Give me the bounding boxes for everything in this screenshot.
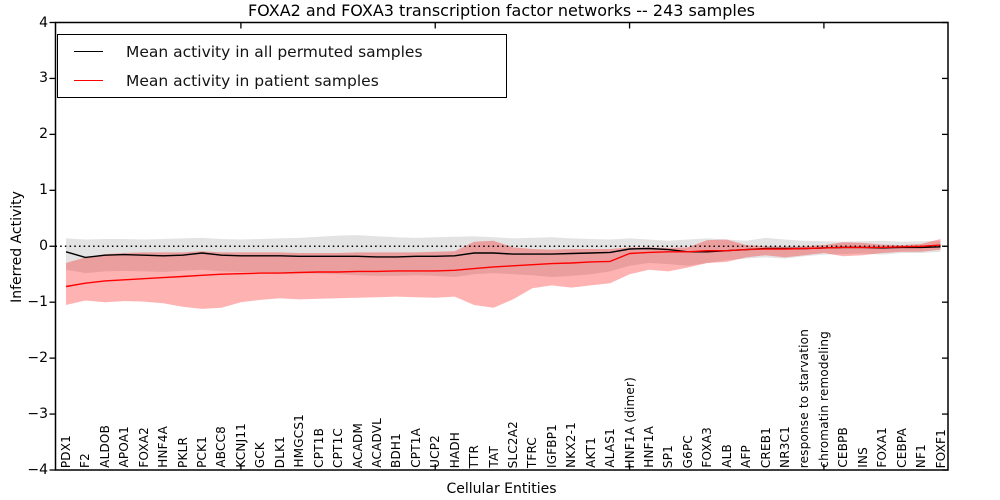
- x-category-label: APOA1: [117, 426, 131, 468]
- x-category-label: CPT1B: [312, 428, 326, 468]
- y-tick-label: 0: [39, 238, 48, 254]
- legend-line-patient-swatch: [74, 80, 103, 81]
- x-category-label: TTR: [467, 444, 481, 468]
- x-category-label: UCP2: [428, 435, 442, 468]
- legend-label-patient: Mean activity in patient samples: [126, 71, 379, 90]
- x-category-label: chromatin remodeling: [817, 331, 831, 468]
- x-category-label: IGFBP1: [545, 423, 559, 468]
- legend-item-permuted: Mean activity in all permuted samples: [58, 42, 506, 62]
- x-category-label: PKLR: [176, 437, 190, 468]
- x-category-label: NR3C1: [778, 426, 792, 468]
- x-category-label: ACADM: [351, 422, 365, 468]
- chart-title: FOXA2 and FOXA3 transcription factor net…: [247, 1, 756, 20]
- x-category-label: HNF1A (dimer): [623, 376, 637, 468]
- y-tick-label: 1: [39, 182, 48, 198]
- x-category-label: PDX1: [59, 434, 73, 468]
- x-category-label: SLC2A2: [506, 420, 520, 468]
- y-tick-label: −2: [27, 350, 48, 366]
- x-category-label: ALAS1: [603, 428, 617, 468]
- x-category-label: HADH: [448, 431, 462, 468]
- x-category-label: KCNJ11: [234, 423, 248, 468]
- legend-line-permuted-swatch: [74, 51, 103, 52]
- x-category-label: HNF4A: [156, 426, 170, 468]
- y-tick-label: 4: [39, 15, 48, 31]
- x-category-label: AFP: [739, 445, 753, 468]
- y-tick-label: −3: [27, 406, 48, 422]
- x-category-label: CPT1C: [331, 428, 345, 468]
- x-category-label: CEBPA: [895, 428, 909, 468]
- x-category-label: BDH1: [389, 433, 403, 468]
- x-category-label: CREB1: [759, 426, 773, 468]
- line-patient: [65, 244, 941, 288]
- x-category-label: GCK: [253, 441, 267, 468]
- y-tick-label: 3: [39, 70, 48, 86]
- x-category-label: INS: [856, 447, 870, 468]
- y-tick-label: −1: [27, 294, 48, 310]
- legend: Mean activity in all permuted samples Me…: [57, 34, 507, 98]
- x-category-label: ALB: [720, 444, 734, 468]
- x-category-label: CEBPB: [836, 427, 850, 468]
- x-category-label: FOXA1: [875, 427, 889, 468]
- x-category-label: ABCC8: [214, 426, 228, 468]
- x-category-label: HNF1A: [642, 426, 656, 468]
- x-category-label: G6PC: [681, 434, 695, 468]
- x-category-label: NF1: [914, 443, 928, 468]
- x-category-label: ACADVL: [370, 418, 384, 468]
- x-category-label: F2: [78, 453, 92, 468]
- x-category-label: SP1: [661, 444, 675, 468]
- y-tick-label: 2: [39, 126, 48, 142]
- band-permuted: [66, 235, 941, 277]
- x-category-label: HMGCS1: [292, 414, 306, 468]
- y-tick-label: −4: [27, 462, 48, 478]
- x-axis-label: Cellular Entities: [446, 481, 557, 497]
- legend-label-permuted: Mean activity in all permuted samples: [126, 42, 423, 61]
- x-category-label: NKX2-1: [564, 422, 578, 468]
- legend-item-patient: Mean activity in patient samples: [58, 71, 506, 91]
- x-category-label: DLK1: [273, 435, 287, 468]
- x-category-label: TFRC: [525, 436, 539, 468]
- x-category-label: CPT1A: [409, 428, 423, 468]
- x-category-label: response to starvation: [797, 328, 811, 468]
- x-category-label: FOXF1: [934, 428, 948, 468]
- x-category-label: FOXA3: [700, 427, 714, 468]
- x-category-label: PCK1: [195, 436, 209, 468]
- x-category-label: AKT1: [584, 437, 598, 468]
- x-category-label: TAT: [487, 446, 501, 468]
- x-category-label: ALDOB: [98, 425, 112, 468]
- x-category-label: FOXA2: [137, 427, 151, 468]
